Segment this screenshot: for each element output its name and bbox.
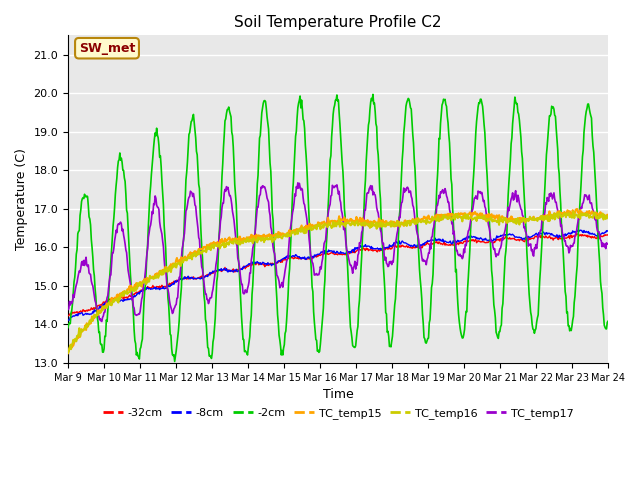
TC_temp17 <box>604 241 612 247</box>
-8cm <box>131 293 138 299</box>
TC_temp17 <box>294 180 301 186</box>
TC_temp17 <box>131 305 138 311</box>
TC_temp16 <box>129 287 137 292</box>
Line: TC_temp17: TC_temp17 <box>68 183 608 322</box>
-8cm <box>404 241 412 247</box>
TC_temp16 <box>64 349 72 355</box>
-2cm <box>171 359 179 364</box>
TC_temp15 <box>64 350 72 356</box>
-32cm <box>214 269 221 275</box>
X-axis label: Time: Time <box>323 388 353 401</box>
TC_temp17 <box>64 307 72 312</box>
TC_temp15 <box>129 286 137 292</box>
TC_temp17 <box>185 194 193 200</box>
TC_temp15 <box>74 334 82 340</box>
Title: Soil Temperature Profile C2: Soil Temperature Profile C2 <box>234 15 442 30</box>
-32cm <box>185 275 193 280</box>
-32cm <box>604 232 612 238</box>
-2cm <box>604 318 612 324</box>
TC_temp15 <box>419 216 427 222</box>
TC_temp15 <box>404 219 412 225</box>
-32cm <box>131 292 138 298</box>
-32cm <box>420 241 428 247</box>
-2cm <box>129 311 137 317</box>
TC_temp15 <box>184 252 192 258</box>
-8cm <box>214 267 221 273</box>
-8cm <box>185 276 193 281</box>
-2cm <box>421 336 429 342</box>
TC_temp16 <box>570 208 577 214</box>
TC_temp16 <box>419 218 427 224</box>
TC_temp16 <box>213 243 221 249</box>
TC_temp16 <box>604 215 612 221</box>
-8cm <box>420 242 428 248</box>
Line: TC_temp16: TC_temp16 <box>68 211 608 352</box>
Y-axis label: Temperature (C): Temperature (C) <box>15 148 28 250</box>
-2cm <box>214 274 221 279</box>
Text: SW_met: SW_met <box>79 42 135 55</box>
TC_temp15 <box>604 213 612 218</box>
-32cm <box>573 231 580 237</box>
Line: TC_temp15: TC_temp15 <box>68 209 608 353</box>
-32cm <box>404 243 412 249</box>
-32cm <box>75 310 83 316</box>
-32cm <box>65 313 72 319</box>
-8cm <box>75 311 83 316</box>
-32cm <box>64 313 72 319</box>
TC_temp17 <box>214 250 221 256</box>
TC_temp15 <box>573 206 581 212</box>
TC_temp17 <box>405 190 413 195</box>
TC_temp15 <box>213 243 221 249</box>
TC_temp16 <box>404 218 412 224</box>
TC_temp16 <box>74 333 82 339</box>
-8cm <box>64 317 72 323</box>
-2cm <box>74 231 82 237</box>
TC_temp17 <box>98 319 106 324</box>
-8cm <box>65 318 72 324</box>
Line: -8cm: -8cm <box>68 230 608 321</box>
TC_temp17 <box>421 258 429 264</box>
Line: -32cm: -32cm <box>68 234 608 316</box>
Line: -2cm: -2cm <box>68 95 608 361</box>
-8cm <box>604 228 612 234</box>
TC_temp17 <box>74 275 82 281</box>
TC_temp16 <box>184 254 192 260</box>
Legend: -32cm, -8cm, -2cm, TC_temp15, TC_temp16, TC_temp17: -32cm, -8cm, -2cm, TC_temp15, TC_temp16,… <box>99 403 578 423</box>
-8cm <box>577 227 584 233</box>
-2cm <box>185 132 193 137</box>
-2cm <box>64 324 72 330</box>
-2cm <box>405 96 413 102</box>
-2cm <box>369 92 377 97</box>
